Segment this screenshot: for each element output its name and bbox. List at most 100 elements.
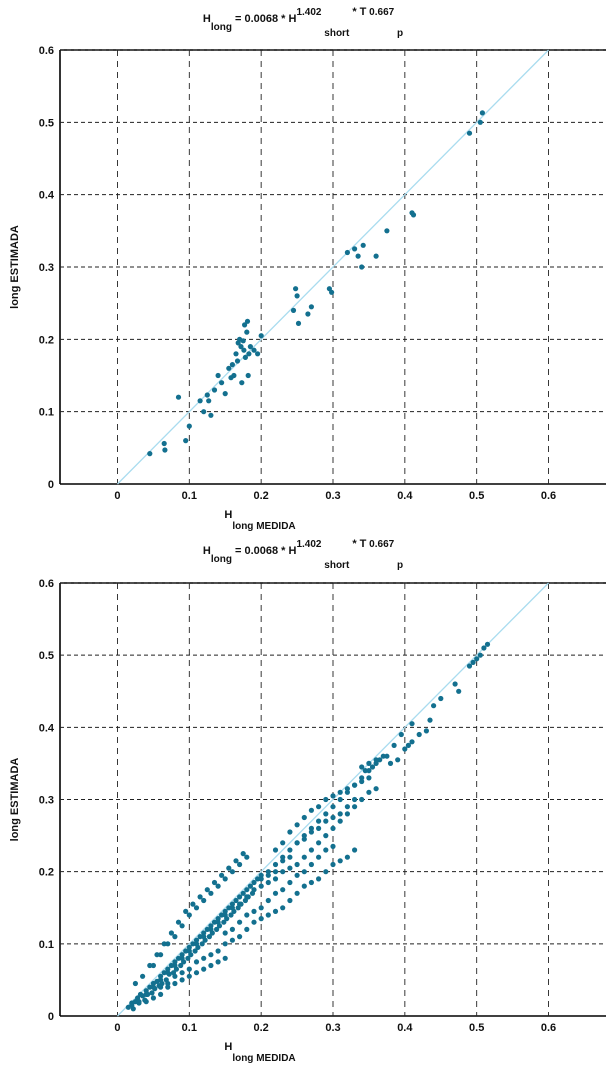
data-point-251: [229, 905, 235, 911]
data-point-189: [265, 879, 271, 886]
data-point-1: [161, 440, 167, 447]
data-point-200: [344, 811, 350, 817]
data-point-49: [215, 916, 221, 922]
x-tick-label-6: 0.6: [541, 1022, 556, 1034]
data-point-35: [255, 351, 261, 357]
data-point-229: [391, 742, 397, 749]
y-tick-label-3: 0.3: [39, 795, 54, 807]
x-tick-label-5: 0.5: [469, 1022, 484, 1034]
data-point-102: [287, 897, 293, 904]
data-point-137: [215, 883, 221, 889]
data-point-165: [316, 818, 322, 824]
x-tick-label-4: 0.4: [397, 490, 413, 502]
data-point-254: [208, 926, 214, 933]
data-point-17: [229, 362, 235, 368]
data-point-44: [329, 289, 335, 295]
data-point-220: [456, 688, 462, 694]
data-point-92: [215, 948, 221, 954]
x-tick-label-1: 0.1: [182, 490, 197, 502]
data-point-234: [352, 796, 358, 803]
data-point-111: [352, 847, 358, 853]
data-point-104: [301, 883, 307, 889]
data-point-63: [240, 890, 246, 896]
points: [125, 641, 491, 1012]
data-point-97: [251, 919, 257, 925]
data-point-52: [221, 919, 227, 925]
data-point-209: [387, 760, 394, 767]
data-point-87: [179, 970, 185, 976]
data-point-19: [233, 351, 239, 357]
data-point-265: [129, 1002, 135, 1008]
y-axis-label: long ESTIMADA: [9, 225, 21, 309]
data-point-55: [226, 905, 232, 911]
data-point-184: [344, 786, 350, 792]
data-point-242: [294, 840, 300, 846]
title-part-4: 1.402: [296, 539, 321, 550]
data-point-14: [222, 391, 228, 397]
data-point-145: [219, 872, 225, 878]
data-point-69: [251, 879, 257, 886]
data-point-150: [183, 908, 189, 915]
data-point-121: [287, 879, 293, 886]
x-axis-label: Hlong MEDIDA: [224, 1041, 295, 1064]
y-tick-label-1: 0.1: [39, 407, 54, 419]
points: [147, 110, 485, 457]
data-point-154: [154, 952, 160, 958]
y-tick-label-0: 0: [48, 1011, 54, 1023]
data-point-24: [239, 380, 245, 386]
title-part-2: long: [211, 554, 232, 565]
data-point-105: [308, 879, 314, 886]
data-point-261: [158, 977, 164, 983]
data-point-177: [294, 822, 300, 828]
data-point-32: [246, 351, 252, 357]
data-point-186: [359, 778, 365, 785]
data-point-46: [352, 246, 358, 252]
data-point-56: [228, 912, 234, 918]
data-point-248: [251, 887, 257, 893]
data-point-25: [240, 338, 246, 344]
data-point-93: [222, 941, 228, 947]
data-point-175: [280, 840, 286, 846]
data-point-21: [165, 966, 171, 972]
data-point-207: [377, 757, 383, 763]
data-point-233: [359, 764, 365, 770]
title-part-1: H: [203, 545, 211, 557]
data-point-47: [211, 919, 218, 925]
data-point-7: [201, 409, 207, 415]
title-part-6: * T: [349, 538, 366, 550]
data-point-27: [175, 955, 182, 961]
data-point-124: [308, 861, 314, 868]
data-point-115: [244, 912, 250, 918]
data-point-139: [229, 869, 235, 875]
data-point-83: [222, 955, 228, 961]
chart-2: Hlong = 0.0068 * H1.402 short * T 0.667 …: [9, 538, 606, 1064]
data-point-156: [140, 973, 146, 979]
data-point-214: [416, 731, 422, 738]
data-point-140: [237, 861, 243, 868]
data-point-202: [359, 796, 365, 803]
data-point-27: [242, 322, 248, 328]
data-point-0: [147, 451, 153, 457]
data-point-107: [323, 869, 329, 875]
data-point-29: [179, 952, 185, 958]
data-point-223: [474, 656, 480, 662]
data-point-15: [226, 365, 232, 371]
data-point-167: [330, 804, 336, 810]
data-point-12: [215, 372, 221, 379]
reference-line: [117, 49, 549, 485]
title-part-7: 0.667: [366, 7, 394, 18]
data-point-197: [323, 833, 329, 839]
data-point-39: [197, 934, 203, 940]
data-point-216: [427, 717, 433, 723]
data-point-11: [147, 984, 153, 990]
data-point-132: [179, 923, 185, 929]
data-point-51: [384, 228, 390, 234]
data-point-79: [193, 970, 200, 976]
data-point-36: [258, 333, 264, 339]
data-point-178: [301, 814, 307, 821]
title-part-1: H: [203, 13, 211, 25]
data-point-142: [240, 851, 246, 857]
data-point-65: [244, 887, 250, 893]
data-point-157: [132, 980, 138, 987]
